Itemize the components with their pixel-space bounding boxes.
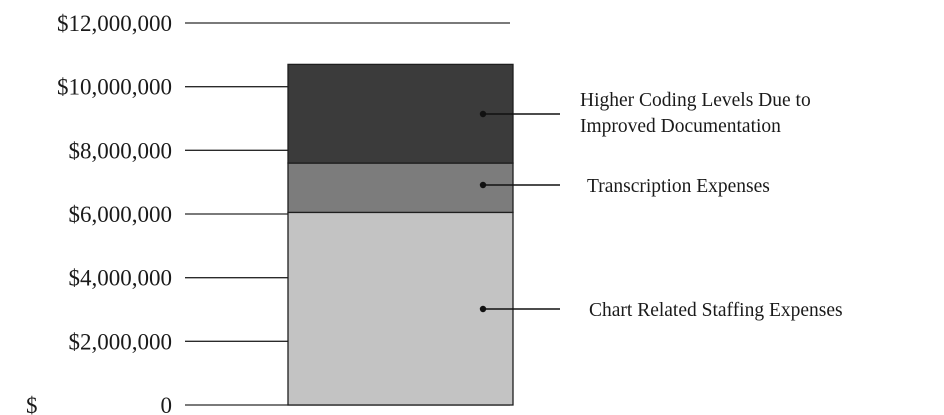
y-tick-label: $4,000,000: [69, 266, 173, 291]
annotation-label: Higher Coding Levels Due to: [580, 90, 811, 111]
bar-segment-0: [287, 211, 514, 406]
stacked-bar: [287, 63, 514, 406]
y-tick-label: 0: [161, 393, 173, 415]
y-axis-tick-labels: $0 $2,000,000 $4,000,000 $6,000,000 $8,000,0…: [26, 11, 172, 415]
bar-segment-1: [287, 162, 514, 214]
y-tick-label: $10,000,000: [57, 75, 172, 100]
y-tick-label: $12,000,000: [57, 11, 172, 36]
y-tick-label: $8,000,000: [69, 138, 173, 163]
y-tick-label-prefix: $: [26, 393, 38, 415]
segment-annotations: Higher Coding Levels Due to Improved Docu…: [479, 90, 843, 321]
annotation-label: Transcription Expenses: [587, 176, 770, 197]
annotation-label: Improved Documentation: [580, 116, 781, 137]
annotation-label: Chart Related Staffing Expenses: [589, 300, 843, 321]
y-tick-label: $6,000,000: [69, 202, 173, 227]
y-tick-label: $2,000,000: [69, 329, 173, 354]
bar-segment-2: [287, 63, 514, 164]
